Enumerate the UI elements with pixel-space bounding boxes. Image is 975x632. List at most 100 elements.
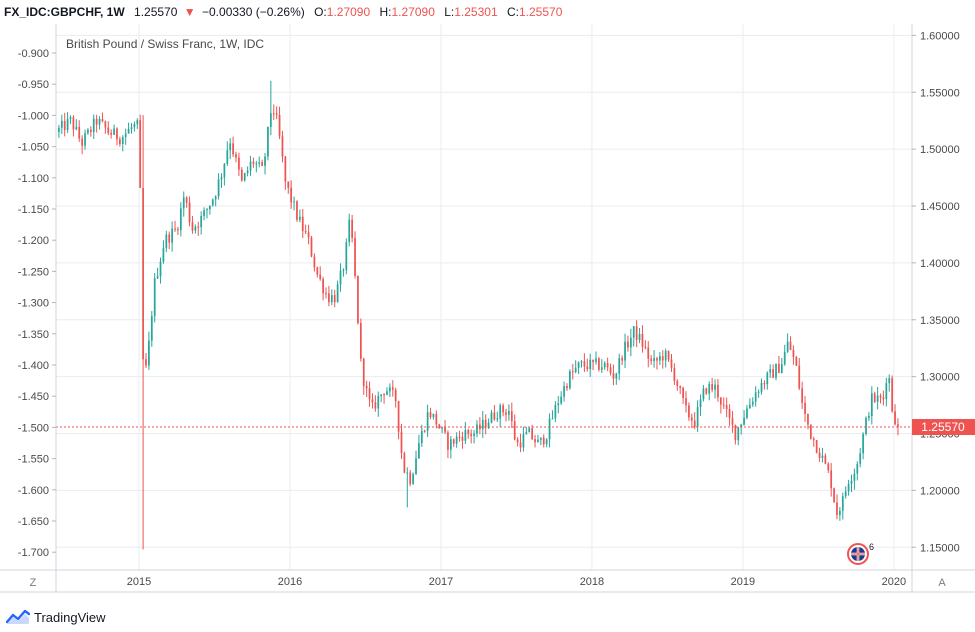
candle-body bbox=[142, 187, 144, 360]
left-tick-label: -1.350 bbox=[18, 329, 49, 341]
chart-title: British Pound / Swiss Franc, 1W, IDC bbox=[66, 37, 264, 51]
candle-body bbox=[226, 150, 229, 164]
candle-body bbox=[127, 128, 130, 134]
candle-body bbox=[281, 136, 284, 157]
candle-body bbox=[754, 392, 757, 402]
candle-body bbox=[885, 383, 888, 400]
candle-body bbox=[426, 412, 429, 431]
candle-body bbox=[467, 429, 470, 434]
candle-body bbox=[418, 443, 420, 459]
candle-body bbox=[647, 347, 650, 359]
candle-body bbox=[699, 399, 702, 408]
candle-body bbox=[316, 267, 319, 275]
close-value: 1.25570 bbox=[518, 5, 563, 19]
candle-body bbox=[827, 463, 830, 471]
candle-body bbox=[510, 411, 513, 422]
candle-body bbox=[670, 359, 673, 369]
time-tick-label: 2015 bbox=[127, 576, 151, 588]
candle-body bbox=[534, 439, 536, 443]
candle-body bbox=[174, 228, 176, 230]
candle-body bbox=[792, 349, 795, 358]
candle-body bbox=[505, 412, 507, 415]
right-tick-label: 1.35000 bbox=[920, 315, 960, 327]
candle-body bbox=[101, 118, 104, 122]
candle-body bbox=[310, 237, 313, 257]
symbol-label[interactable]: FX_IDC:GBPCHF, 1W bbox=[4, 5, 125, 19]
candle-body bbox=[63, 120, 66, 130]
candle-body bbox=[423, 430, 426, 432]
candle-body bbox=[560, 396, 563, 404]
candle-body bbox=[412, 474, 414, 484]
candle-body bbox=[592, 359, 594, 362]
left-price-axis[interactable]: -0.900 -0.950 -1.000 -1.050 -1.100 -1.150 -1.2… bbox=[18, 48, 56, 559]
candle-body bbox=[632, 326, 635, 338]
candle-series bbox=[58, 80, 899, 550]
candle-body bbox=[545, 439, 548, 445]
candle-body bbox=[641, 333, 644, 347]
candle-body bbox=[476, 424, 478, 434]
candle-body bbox=[725, 405, 728, 410]
candle-body bbox=[261, 162, 264, 166]
candle-body bbox=[415, 458, 417, 475]
candle-body bbox=[836, 502, 838, 516]
candle-body bbox=[107, 127, 110, 133]
footer: TradingView bbox=[0, 604, 975, 632]
candle-body bbox=[264, 156, 266, 166]
candle-body bbox=[490, 412, 493, 423]
time-tick-label: 2018 bbox=[580, 576, 604, 588]
candle-body bbox=[357, 275, 359, 324]
candle-body bbox=[728, 409, 731, 418]
candle-body bbox=[702, 388, 705, 400]
candle-body bbox=[296, 201, 298, 220]
time-tick-label: 2020 bbox=[882, 576, 906, 588]
time-axis[interactable]: 2015 2016 2017 2018 2019 2020 bbox=[127, 576, 906, 588]
candle-body bbox=[580, 361, 583, 363]
candle-body bbox=[656, 358, 658, 361]
right-tick-label: 1.50000 bbox=[920, 144, 960, 156]
candle-body bbox=[600, 367, 603, 370]
candle-body bbox=[775, 363, 777, 378]
candle-body bbox=[182, 197, 185, 209]
candle-body bbox=[812, 438, 815, 441]
candle-body bbox=[688, 405, 690, 418]
candle-body bbox=[362, 358, 365, 387]
candle-body bbox=[569, 371, 571, 389]
candle-body bbox=[650, 358, 653, 362]
candle-body bbox=[789, 341, 792, 350]
time-tick-label: 2019 bbox=[731, 576, 755, 588]
candle-body bbox=[612, 373, 615, 379]
candle-body bbox=[95, 118, 98, 125]
candle-body bbox=[145, 359, 147, 366]
candle-body bbox=[342, 269, 345, 271]
candle-body bbox=[870, 393, 873, 417]
candle-body bbox=[876, 395, 879, 402]
event-flag-icon[interactable]: 6 bbox=[847, 542, 874, 565]
candle-body bbox=[391, 387, 394, 390]
candle-body bbox=[682, 387, 684, 399]
candle-body bbox=[255, 163, 258, 165]
candle-body bbox=[92, 118, 95, 133]
candle-body bbox=[844, 491, 847, 497]
candle-body bbox=[824, 455, 827, 464]
right-price-axis[interactable]: 1.60000 1.55000 1.50000 1.45000 1.40000 1.350… bbox=[912, 30, 960, 554]
candle-body bbox=[815, 440, 818, 453]
candle-body bbox=[383, 394, 385, 396]
auto-scale-button[interactable]: A bbox=[938, 577, 946, 589]
candlestick-chart[interactable]: -0.900 -0.950 -1.000 -1.050 -1.100 -1.150 -1.2… bbox=[0, 24, 975, 604]
candle-body bbox=[58, 127, 60, 133]
candle-body bbox=[455, 436, 458, 444]
candle-body bbox=[104, 121, 107, 128]
left-tick-label: -1.200 bbox=[18, 235, 49, 247]
candle-body bbox=[325, 293, 327, 295]
candle-body bbox=[598, 358, 600, 370]
left-tick-label: -0.950 bbox=[18, 79, 49, 91]
candle-body bbox=[847, 483, 850, 492]
candle-body bbox=[571, 371, 574, 373]
candle-body bbox=[409, 472, 412, 484]
left-tick-label: -1.550 bbox=[18, 454, 49, 466]
candle-body bbox=[653, 358, 655, 362]
left-axis-scale-button[interactable]: Z bbox=[30, 577, 37, 589]
candle-body bbox=[336, 284, 339, 303]
candle-body bbox=[606, 363, 609, 368]
tradingview-logo[interactable]: TradingView bbox=[6, 608, 106, 626]
